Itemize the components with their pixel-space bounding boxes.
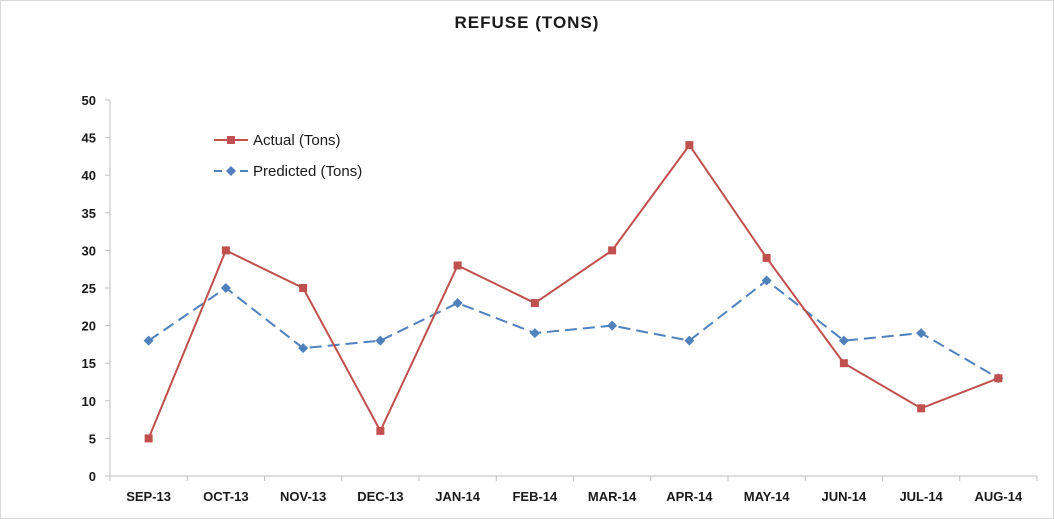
data-point [916,328,927,339]
data-point [684,335,695,346]
y-tick-label: 5 [89,431,96,446]
x-tick-label: JUN-14 [821,489,867,504]
data-point [608,246,617,255]
data-point [221,246,230,255]
data-point [144,434,153,443]
data-point [607,320,618,331]
legend: Actual (Tons) Predicted (Tons) [214,132,362,180]
legend-marker [226,166,236,176]
data-point [453,261,462,270]
x-tick-label: AUG-14 [975,489,1023,504]
data-point [143,335,154,346]
data-point [220,283,231,293]
data-point [994,374,1003,383]
data-point [917,404,926,413]
y-tick-label: 25 [82,281,96,296]
legend-label: Actual (Tons) [253,132,341,149]
series-line [147,143,999,439]
y-tick-label: 50 [82,93,96,108]
legend-item: Predicted (Tons) [214,163,362,180]
y-tick-label: 0 [89,469,96,484]
data-point [452,298,463,309]
data-point [762,253,771,262]
data-point [299,284,308,292]
y-tick-label: 15 [82,356,96,371]
x-tick-label: JUL-14 [899,489,943,504]
data-point [838,335,849,346]
x-tick-label: MAR-14 [588,489,637,504]
data-point [839,359,848,368]
x-tick-label: FEB-14 [512,489,558,504]
data-point [685,141,694,150]
x-tick-label: DEC-13 [357,489,403,504]
x-tick-label: SEP-13 [126,489,171,504]
x-tick-label: OCT-13 [203,489,249,504]
series-actual-tons [144,141,1003,443]
y-tick-label: 10 [82,394,96,409]
y-tick-label: 30 [82,243,96,258]
legend-label: Predicted (Tons) [253,163,362,180]
y-tick-label: 20 [82,319,96,334]
chart-title: REFUSE (TONS) [454,13,600,32]
x-tick-label: APR-14 [666,489,713,504]
x-tick-label: MAY-14 [744,489,791,504]
series-line [148,279,999,380]
x-tick-label: NOV-13 [280,489,326,504]
legend-item: Actual (Tons) [214,132,341,149]
y-tick-label: 40 [82,168,96,183]
series-predicted-tons [143,275,1004,384]
y-tick-label: 35 [82,206,96,221]
y-tick-label: 45 [82,131,96,146]
data-point [298,343,309,354]
data-point [376,426,385,435]
data-point [529,328,540,339]
data-point [530,299,539,308]
data-point [761,275,772,286]
x-tick-label: JAN-14 [435,489,481,504]
legend-marker [227,136,235,144]
data-point [375,335,386,346]
